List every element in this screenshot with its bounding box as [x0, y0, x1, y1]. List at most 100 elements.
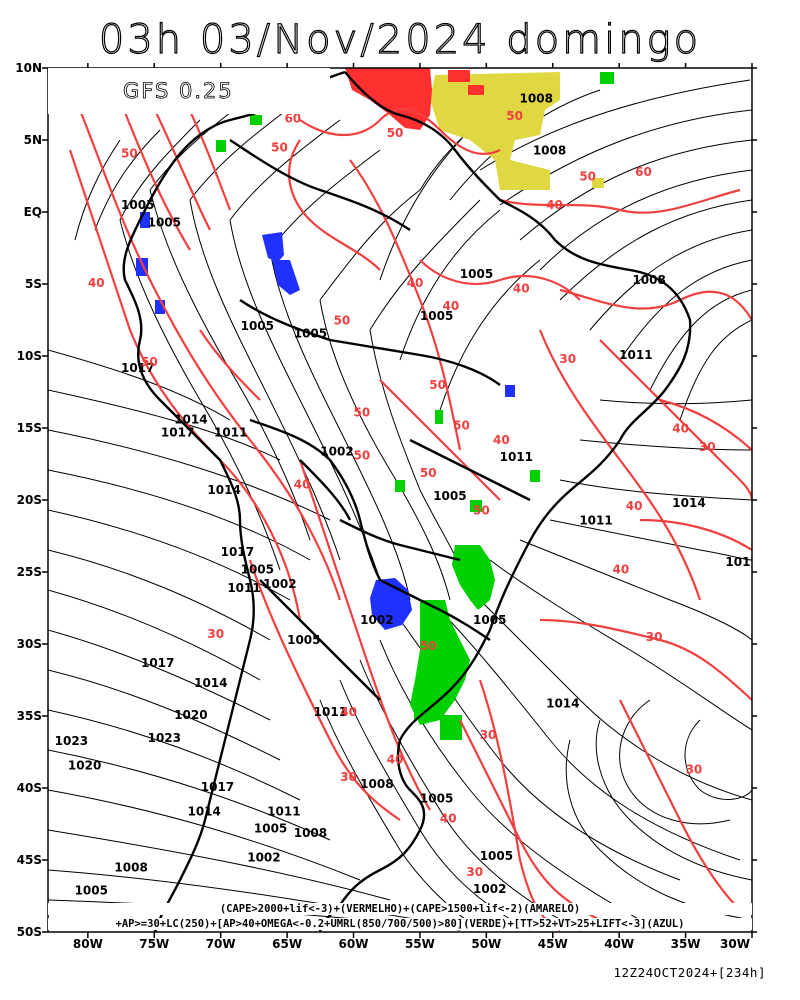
latitude-label: 10N: [15, 61, 42, 75]
axis-ticks: [42, 63, 757, 938]
humidity-label: 40: [626, 499, 643, 513]
map-title: 03h 03/Nov/2024 domingo: [98, 17, 702, 63]
isobar-label: 1005: [254, 822, 287, 836]
humidity-label: 40: [340, 705, 357, 719]
humidity-label: 50: [354, 405, 371, 419]
isobar-label: 1014: [207, 483, 240, 497]
isobar-label: 1014: [546, 696, 579, 710]
isobar-label: 1005: [420, 791, 453, 805]
humidity-label: 30: [646, 630, 663, 644]
humidity-label: 50: [453, 418, 470, 432]
humidity-label: 40: [387, 753, 404, 767]
latitude-label: 10S: [16, 349, 42, 363]
latitude-label: 35S: [16, 709, 42, 723]
isobar-label: 1011: [314, 705, 347, 719]
longitude-label: 35W: [670, 937, 701, 951]
humidity-label: 50: [506, 109, 523, 123]
isobar-label: 1014: [174, 413, 207, 427]
isobar-label: 1008: [360, 777, 393, 791]
isobar-label: 1008: [114, 861, 147, 875]
latitude-label: 45S: [16, 853, 42, 867]
isobar-label: 1008: [520, 92, 553, 106]
humidity-label: 40: [443, 299, 460, 313]
latitude-label: 5N: [23, 133, 42, 147]
isobar-label: 1014: [194, 676, 227, 690]
legend-line-2: +AP>=30+LC(250)+[AP>40+OMEGA<-0.2+UMRL(8…: [48, 918, 752, 930]
longitude-label: 50W: [471, 937, 502, 951]
latitude-label: 25S: [16, 565, 42, 579]
latitude-label: 15S: [16, 421, 42, 435]
humidity-label: 50: [387, 126, 404, 140]
longitude-label: 65W: [272, 937, 303, 951]
isobar-label: 1002: [320, 444, 353, 458]
isobar-label: 1005: [148, 215, 181, 229]
isobar-label: 1011: [619, 348, 652, 362]
humidity-labels: 50 60 50 50 50 50 60 40 40 40 40 40 50 30 50 50 50 50 40 40…: [88, 109, 716, 879]
humidity-label: 50: [579, 169, 596, 183]
isobar-label: 1017: [141, 656, 174, 670]
humidity-label: 50: [334, 313, 351, 327]
isobar-label: 1017: [121, 361, 154, 375]
isobar-label: 1005: [121, 198, 154, 212]
latitude-label: EQ: [23, 205, 42, 219]
humidity-label: 40: [407, 276, 424, 290]
longitude-label: 45W: [537, 937, 568, 951]
longitude-label: 75W: [139, 937, 170, 951]
isobar-label: 1014: [672, 496, 705, 510]
isobar-label: 1002: [263, 577, 296, 591]
isobar-label: 1002: [247, 850, 280, 864]
isobar-label: 1014: [187, 804, 220, 818]
humidity-label: 50: [473, 503, 490, 517]
humidity-label: 40: [294, 477, 311, 491]
isobar-label: 1008: [533, 143, 566, 157]
isobar-label: 1005: [473, 613, 506, 627]
isobar-label: 1005: [287, 633, 320, 647]
isobar-label: 1005: [241, 562, 274, 576]
humidity-contours: [68, 89, 752, 931]
humidity-label: 40: [672, 421, 689, 435]
longitude-label: 80W: [72, 937, 103, 951]
latitude-label: 50S: [16, 925, 42, 939]
isobar-label: 1008: [294, 826, 327, 840]
convection-green-areas: [216, 72, 614, 740]
isobar-label: 1005: [480, 849, 513, 863]
isobar-label: 1005: [294, 326, 327, 340]
isobar-label: 1011: [500, 450, 533, 464]
humidity-label: 30: [340, 770, 357, 784]
model-name-box: GFS 0.25: [48, 68, 330, 114]
isobar-label: 1017: [725, 555, 758, 569]
isobar-label: 1002: [360, 613, 393, 627]
humidity-label: 60: [284, 112, 301, 126]
isobar-label: 1011: [214, 426, 247, 440]
isobar-label: 1011: [579, 513, 612, 527]
humidity-label: 50: [429, 378, 446, 392]
humidity-label: 40: [88, 276, 105, 290]
humidity-label: 30: [466, 865, 483, 879]
latitude-label: 40S: [16, 781, 42, 795]
humidity-label: 40: [546, 198, 563, 212]
isobar-label: 1011: [227, 581, 260, 595]
isobar-label: 1017: [221, 545, 254, 559]
isobar-label: 1017: [201, 780, 234, 794]
isobar-label: 1002: [473, 882, 506, 896]
humidity-label: 50: [420, 639, 437, 653]
latitude-label: 20S: [16, 493, 42, 507]
longitude-label: 30W: [720, 937, 750, 951]
humidity-label: 30: [559, 352, 576, 366]
humidity-label: 30: [686, 763, 703, 777]
isobar-label: 1011: [267, 804, 300, 818]
latitude-label: 5S: [25, 277, 42, 291]
humidity-label: 40: [440, 812, 457, 826]
isobar-label: 1005: [460, 267, 493, 281]
humidity-label: 60: [635, 165, 652, 179]
longitude-label: 55W: [404, 937, 435, 951]
cape-red-areas: [345, 68, 484, 130]
isobar-label: 1017: [161, 426, 194, 440]
cape-yellow-areas: [430, 72, 604, 190]
longitude-label: 60W: [338, 937, 369, 951]
humidity-label: 50: [141, 355, 158, 369]
isobar-label: 1020: [68, 758, 101, 772]
humidity-label: 30: [699, 440, 716, 454]
run-info: 12Z24OCT2024+[234h]: [613, 965, 766, 980]
